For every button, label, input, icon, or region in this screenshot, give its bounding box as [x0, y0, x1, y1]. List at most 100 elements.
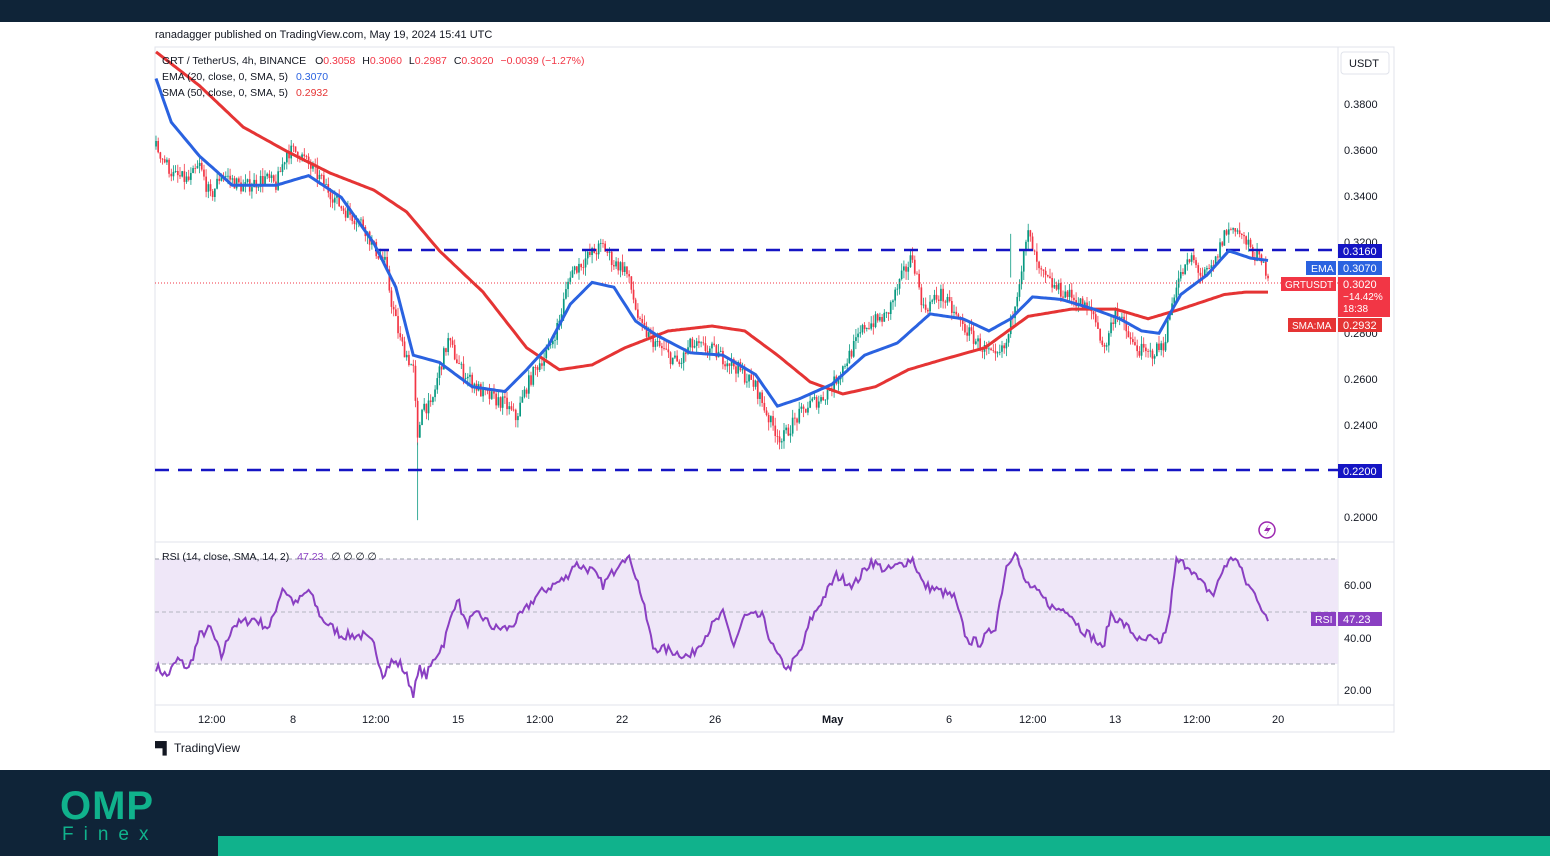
candle-body: [1129, 337, 1132, 340]
candle-body: [296, 151, 299, 158]
candle-body: [392, 306, 395, 310]
candle-body: [680, 362, 683, 364]
candle-body: [353, 220, 356, 224]
candle-body: [789, 433, 792, 436]
candle-body: [342, 208, 345, 211]
candle-body: [787, 427, 790, 436]
candle-body: [255, 179, 258, 188]
candle-body: [562, 298, 565, 315]
candle-body: [643, 322, 646, 326]
candle-body: [573, 266, 576, 271]
candle-body: [292, 145, 295, 147]
candle-body: [1081, 298, 1084, 308]
candle-body: [504, 396, 506, 398]
legend-ema-line[interactable]: EMA (20, close, 0, SMA, 5) 0.3070: [162, 71, 328, 83]
candle-body: [647, 332, 650, 337]
candle-body: [1125, 322, 1128, 332]
candle-body: [990, 348, 992, 351]
candle-body: [979, 338, 981, 351]
candle-body: [438, 366, 441, 378]
candle-body: [1186, 259, 1189, 265]
candle-body: [172, 171, 175, 177]
candle-body: [1094, 314, 1097, 323]
candle-body: [1018, 284, 1021, 297]
candle-body: [360, 219, 362, 221]
currency-button[interactable]: [1340, 51, 1390, 75]
candle-body: [257, 186, 260, 188]
candle-body: [1007, 334, 1010, 343]
rsi-tick: 40.00: [1344, 633, 1372, 645]
candle-body: [591, 248, 593, 255]
legend-sma-line[interactable]: SMA (50, close, 0, SMA, 5) 0.2932: [162, 87, 328, 99]
candle-body: [329, 192, 332, 200]
main-pane[interactable]: [154, 46, 1339, 543]
candle-body: [916, 273, 918, 275]
candle-body: [155, 141, 157, 147]
candle-body: [1147, 351, 1149, 352]
candle-body: [1042, 269, 1045, 271]
candle-body: [1256, 251, 1258, 261]
candle-body: [737, 362, 739, 374]
candle-body: [920, 287, 923, 306]
candle-body: [964, 324, 966, 333]
candle-body: [196, 166, 199, 169]
candle-body: [1136, 345, 1138, 352]
candle-body: [988, 348, 990, 350]
candle-body: [490, 391, 493, 399]
candle-body: [759, 392, 761, 399]
candle-body: [355, 223, 358, 225]
candle-body: [944, 301, 947, 303]
candle-body: [746, 381, 748, 383]
candle-body: [1208, 268, 1210, 269]
candle-body: [179, 175, 181, 177]
candle-body: [451, 340, 454, 345]
candle-body: [994, 351, 997, 354]
candle-body: [885, 312, 888, 314]
candle-body: [1162, 343, 1165, 351]
legend-rsi-line[interactable]: RSI (14, close, SMA, 14, 2) 47.23 ∅ ∅ ∅ …: [162, 551, 377, 563]
candle-body: [1079, 298, 1082, 305]
candle-body: [924, 304, 927, 310]
candle-body: [1156, 343, 1158, 357]
candle-body: [879, 317, 881, 321]
candle-body: [713, 343, 715, 346]
candle-body: [1241, 234, 1243, 235]
sma-badge: [1338, 318, 1382, 332]
candle-body: [1101, 340, 1104, 345]
candle-body: [429, 400, 432, 402]
candle-body: [756, 380, 759, 399]
time-scale[interactable]: [154, 704, 1395, 733]
candle-body: [848, 350, 851, 364]
candle-body: [235, 178, 238, 189]
candle-body: [770, 416, 772, 423]
candle-body: [826, 390, 829, 400]
candle-body: [929, 301, 931, 312]
candle-body: [613, 265, 615, 267]
tradingview-logo[interactable]: ▀▌ TradingView: [155, 741, 240, 755]
candle-body: [957, 314, 960, 318]
candle-body: [1062, 296, 1064, 298]
candle-body: [310, 164, 312, 169]
legend-high-key: H: [362, 55, 370, 67]
candle-body: [968, 327, 971, 336]
candle-body: [1160, 343, 1162, 350]
candle-body: [229, 175, 231, 180]
candle-body: [471, 374, 473, 389]
candle-body: [190, 173, 192, 180]
candle-body: [750, 374, 753, 380]
candle-body: [641, 319, 644, 323]
candle-body: [1151, 350, 1154, 359]
candle-body: [704, 343, 707, 351]
tradingview-icon: ▀▌: [155, 741, 171, 755]
candle-body: [233, 178, 236, 189]
lightning-icon[interactable]: [1258, 521, 1276, 539]
candle-body: [617, 261, 620, 271]
candle-body: [1053, 285, 1056, 288]
candle-body: [905, 266, 907, 272]
resistance-badge-label: 0.3160: [1343, 246, 1377, 258]
legend-symbol-line[interactable]: GRT / TetherUS, 4h, BINANCE O0.3058 H0.3…: [162, 55, 585, 67]
candle-body: [1142, 343, 1145, 348]
candle-body: [903, 266, 905, 271]
candle-body: [185, 176, 188, 182]
